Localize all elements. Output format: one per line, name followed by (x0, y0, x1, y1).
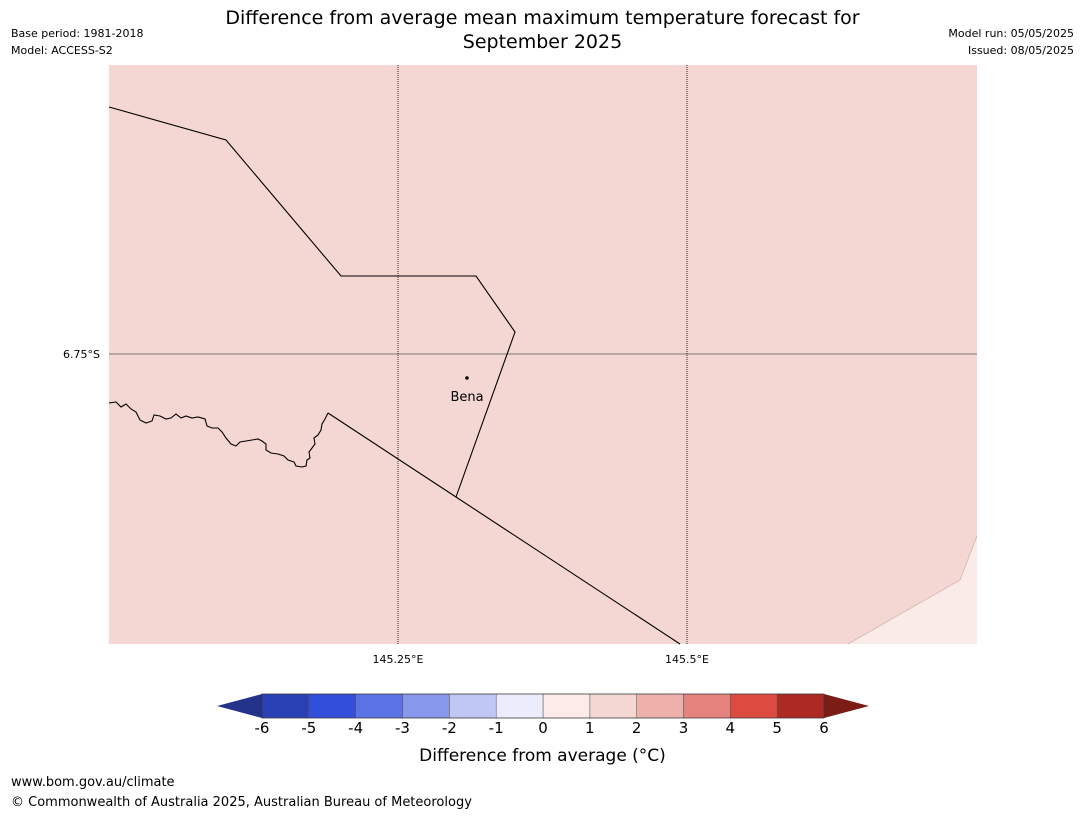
colorbar-segment (776, 693, 825, 719)
metadata-right: Model run: 05/05/2025 Issued: 08/05/2025 (948, 25, 1074, 59)
colorbar-arrow-low (217, 694, 262, 718)
town-label: Bena (450, 390, 483, 405)
light-anomaly-edge (847, 535, 978, 645)
colorbar-tick-label: -1 (488, 719, 504, 737)
colorbar-segment (355, 693, 403, 719)
colorbar-segment (589, 693, 637, 719)
colorbar-tick-label: -4 (348, 719, 364, 737)
colorbar-segment (495, 693, 544, 719)
issued-date: Issued: 08/05/2025 (967, 44, 1074, 57)
colorbar-segment (402, 693, 450, 719)
map-title: Difference from average mean maximum tem… (160, 6, 925, 54)
latitude-label: 6.75°S (63, 348, 100, 361)
colorbar-segment (683, 693, 731, 719)
province-boundary-west (108, 401, 329, 468)
longitude-label-145-5: 145.5°E (665, 653, 709, 666)
colorbar-segment (730, 693, 778, 719)
footer-copyright: © Commonwealth of Australia 2025, Austra… (11, 795, 472, 810)
colorbar-tick-label: 1 (585, 719, 595, 737)
colorbar-arrow-high (824, 694, 869, 718)
colorbar-tick-label: -2 (441, 719, 457, 737)
town-marker (465, 376, 469, 380)
colorbar-segment (308, 693, 356, 719)
province-boundary-north (108, 106, 516, 498)
title-line-2: September 2025 (462, 31, 623, 53)
colorbar-tick-label: -6 (254, 719, 270, 737)
colorbar-tick-label: 4 (725, 719, 736, 737)
metadata-left: Base period: 1981-2018 Model: ACCESS-S2 (11, 25, 143, 59)
title-line-1: Difference from average mean maximum tem… (225, 7, 860, 29)
colorbar-segment (261, 693, 310, 719)
longitude-label-145-25: 145.25°E (373, 653, 424, 666)
colorbar-label: Difference from average (°C) (419, 746, 666, 766)
colorbar-frame (261, 693, 825, 719)
model-name: Model: ACCESS-S2 (11, 44, 113, 57)
colorbar-segment (636, 693, 684, 719)
colorbar-tick-label: -5 (301, 719, 317, 737)
colorbar-tick-label: 3 (678, 719, 689, 737)
colorbar-tick-label: 2 (631, 719, 642, 737)
colorbar-tick-label: -3 (395, 719, 410, 737)
model-run: Model run: 05/05/2025 (948, 27, 1074, 40)
colorbar-tick-label: 5 (772, 719, 782, 737)
colorbar-segment (542, 693, 591, 719)
colorbar-tick-label: 0 (538, 719, 548, 737)
light-anomaly-region (848, 536, 977, 644)
colorbar-segment (449, 693, 497, 719)
province-boundary-south (327, 412, 681, 645)
footer-url[interactable]: www.bom.gov.au/climate (11, 775, 175, 790)
colorbar-tick-label: 6 (819, 719, 829, 737)
base-period: Base period: 1981-2018 (11, 27, 144, 40)
colorbar (217, 693, 869, 719)
